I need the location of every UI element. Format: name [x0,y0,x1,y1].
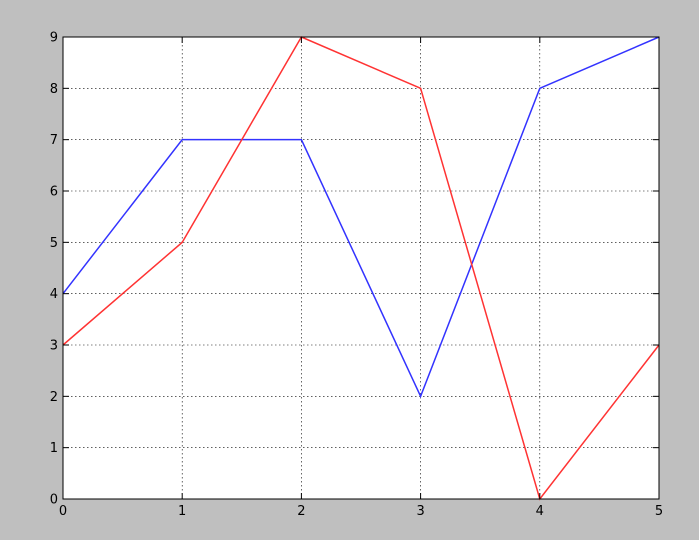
plot-frame [62,36,660,500]
x-tick-label: 3 [416,504,424,519]
y-tick-label: 1 [50,441,58,456]
series-line-1 [62,36,660,399]
y-tick-label: 9 [50,31,58,46]
x-tick-label: 0 [59,504,67,519]
x-tick-label: 1 [178,504,186,519]
x-axis-tick-labels: 0 1 2 3 4 5 [59,504,663,519]
grid-lines [63,37,659,499]
x-tick-label: 5 [655,504,663,519]
y-tick-label: 3 [50,339,58,354]
y-tick-label: 6 [50,185,58,200]
series-line-2 [62,36,660,501]
axis-ticks [62,36,660,500]
y-tick-label: 2 [50,390,58,405]
y-tick-label: 4 [50,287,58,302]
y-tick-label: 5 [50,236,58,251]
y-tick-label: 7 [50,133,58,148]
series-layer [62,36,660,501]
x-tick-label: 2 [297,504,305,519]
y-axis-tick-labels: 0 1 2 3 4 5 6 7 8 9 [50,31,58,508]
x-tick-label: 4 [536,504,544,519]
y-tick-label: 8 [50,82,58,97]
y-tick-label: 0 [50,493,58,508]
